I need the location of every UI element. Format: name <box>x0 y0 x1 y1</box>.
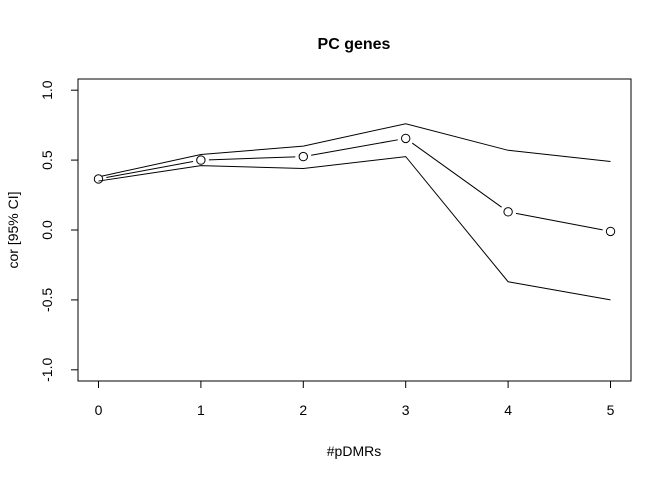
plot-frame <box>77 78 632 382</box>
y-tick-label: -0.5 <box>39 288 55 312</box>
series-estimate-point <box>401 133 411 144</box>
y-tick-label: 0.0 <box>39 220 55 240</box>
series-estimate-segment <box>515 212 603 231</box>
y-tick-label: 1.0 <box>39 80 55 100</box>
series-estimate-segment <box>311 139 398 156</box>
series-estimate-point <box>196 155 206 165</box>
series-estimate-point <box>605 226 616 237</box>
series-estimate-segment <box>411 142 502 208</box>
x-tick-label: 1 <box>197 402 205 418</box>
x-tick-label: 3 <box>402 402 410 418</box>
y-tick-label: -1.0 <box>39 358 55 382</box>
x-tick-label: 2 <box>299 402 307 418</box>
series-upper-line <box>98 123 611 178</box>
y-axis: -1.0 -0.5 0.0 0.5 1.0 <box>39 80 79 382</box>
x-axis-label: #pDMRs <box>327 443 381 459</box>
x-tick-label: 4 <box>504 402 512 418</box>
x-tick-label: 0 <box>95 402 103 418</box>
series-estimate-point <box>503 207 513 217</box>
y-tick-label: 0.5 <box>39 150 55 170</box>
series-estimate-segment <box>208 156 296 161</box>
series-estimate-point <box>298 151 308 162</box>
y-axis-label: cor [95% CI] <box>5 191 21 268</box>
x-tick-label: 5 <box>607 402 615 418</box>
chart-title: PC genes <box>318 36 391 53</box>
x-axis: 0 1 2 3 4 5 <box>95 380 615 418</box>
series-lower-line <box>98 156 611 301</box>
series-estimate-segment <box>106 161 194 179</box>
series-estimate-point <box>93 174 104 184</box>
series-group <box>93 123 616 301</box>
